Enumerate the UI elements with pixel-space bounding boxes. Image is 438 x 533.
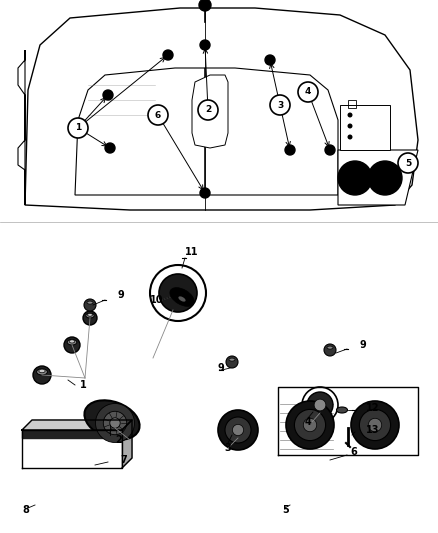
Polygon shape — [192, 75, 228, 148]
Circle shape — [347, 124, 353, 128]
Circle shape — [84, 299, 96, 311]
Text: 3: 3 — [224, 443, 231, 453]
Text: 6: 6 — [155, 110, 161, 119]
Circle shape — [338, 161, 372, 195]
Text: 7: 7 — [120, 455, 127, 465]
Circle shape — [64, 337, 80, 353]
Polygon shape — [22, 430, 122, 468]
Ellipse shape — [88, 313, 92, 316]
Circle shape — [103, 90, 113, 100]
Ellipse shape — [69, 340, 75, 343]
Circle shape — [33, 366, 51, 384]
Circle shape — [83, 311, 97, 325]
Text: 3: 3 — [277, 101, 283, 109]
Circle shape — [368, 161, 402, 195]
Polygon shape — [75, 68, 205, 195]
Polygon shape — [338, 150, 418, 205]
Circle shape — [225, 417, 251, 443]
Polygon shape — [22, 430, 122, 438]
Text: 1: 1 — [75, 124, 81, 133]
Text: 2: 2 — [205, 106, 211, 115]
Polygon shape — [18, 50, 25, 205]
Circle shape — [265, 55, 275, 65]
Text: 10: 10 — [150, 295, 163, 305]
Circle shape — [347, 134, 353, 140]
Text: 9: 9 — [360, 340, 367, 350]
Circle shape — [360, 409, 391, 441]
Ellipse shape — [86, 313, 94, 318]
Text: 5: 5 — [405, 158, 411, 167]
Text: 1: 1 — [80, 380, 87, 390]
Ellipse shape — [336, 407, 347, 413]
Circle shape — [159, 274, 197, 312]
Circle shape — [198, 100, 218, 120]
Ellipse shape — [170, 288, 194, 306]
Circle shape — [368, 418, 382, 432]
Circle shape — [314, 399, 326, 411]
Ellipse shape — [37, 369, 47, 375]
Text: 4: 4 — [305, 87, 311, 96]
Text: 12: 12 — [366, 403, 379, 413]
Circle shape — [68, 118, 88, 138]
Text: 8: 8 — [22, 505, 29, 515]
Polygon shape — [25, 8, 418, 210]
Text: 9: 9 — [218, 363, 225, 373]
Ellipse shape — [327, 346, 333, 349]
Circle shape — [218, 410, 258, 450]
Ellipse shape — [229, 358, 235, 361]
Circle shape — [398, 153, 418, 173]
Text: 9: 9 — [118, 290, 125, 300]
Circle shape — [200, 188, 210, 198]
Circle shape — [325, 145, 335, 155]
Circle shape — [286, 401, 334, 449]
Circle shape — [200, 40, 210, 50]
Text: 11: 11 — [185, 247, 198, 257]
Circle shape — [298, 82, 318, 102]
Circle shape — [307, 392, 333, 418]
FancyBboxPatch shape — [340, 105, 390, 150]
Ellipse shape — [39, 369, 45, 373]
Circle shape — [163, 50, 173, 60]
Polygon shape — [122, 420, 132, 468]
Ellipse shape — [85, 400, 140, 440]
Circle shape — [148, 105, 168, 125]
Circle shape — [226, 356, 238, 368]
Ellipse shape — [67, 340, 77, 345]
Circle shape — [233, 424, 244, 435]
Circle shape — [303, 418, 317, 432]
Ellipse shape — [178, 296, 186, 302]
Circle shape — [105, 143, 115, 153]
Ellipse shape — [87, 301, 93, 304]
Circle shape — [351, 401, 399, 449]
Polygon shape — [205, 68, 338, 195]
Circle shape — [103, 411, 127, 435]
Text: 13: 13 — [366, 425, 379, 435]
Polygon shape — [22, 420, 132, 430]
Circle shape — [285, 145, 295, 155]
Circle shape — [294, 409, 325, 441]
Text: 6: 6 — [350, 447, 357, 457]
Circle shape — [270, 95, 290, 115]
Polygon shape — [278, 387, 418, 455]
Circle shape — [150, 265, 206, 321]
Circle shape — [347, 112, 353, 117]
Circle shape — [199, 0, 211, 11]
Text: 4: 4 — [305, 417, 312, 427]
Text: 5: 5 — [282, 505, 289, 515]
Circle shape — [95, 403, 134, 442]
Circle shape — [302, 387, 338, 423]
Circle shape — [324, 344, 336, 356]
Circle shape — [110, 418, 120, 428]
Text: 2: 2 — [115, 435, 122, 445]
